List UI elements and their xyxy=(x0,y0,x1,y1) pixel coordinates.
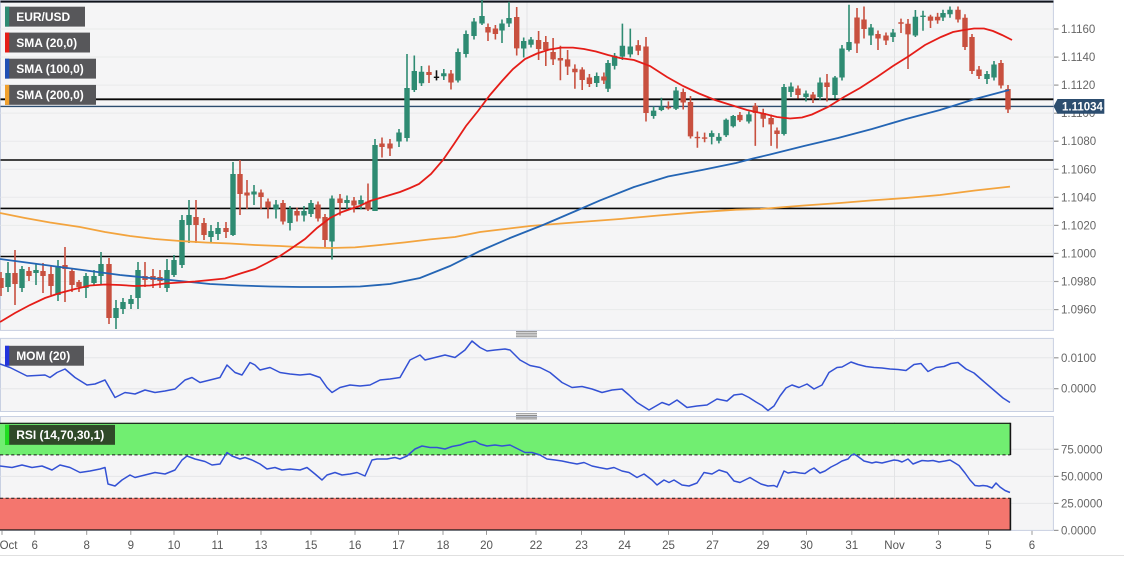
svg-text:1.1020: 1.1020 xyxy=(1061,220,1096,232)
svg-text:75.0000: 75.0000 xyxy=(1061,444,1103,456)
svg-text:6: 6 xyxy=(1029,540,1035,552)
svg-text:SMA (20,0): SMA (20,0) xyxy=(16,36,77,50)
svg-text:25: 25 xyxy=(662,540,675,552)
svg-text:3: 3 xyxy=(935,540,941,552)
svg-text:15: 15 xyxy=(305,540,318,552)
svg-text:30: 30 xyxy=(800,540,813,552)
svg-text:1.1000: 1.1000 xyxy=(1061,248,1096,260)
svg-text:SMA (100,0): SMA (100,0) xyxy=(16,62,84,76)
svg-text:1.1160: 1.1160 xyxy=(1061,24,1095,36)
svg-text:13: 13 xyxy=(255,540,268,552)
svg-text:RSI (14,70,30,1): RSI (14,70,30,1) xyxy=(16,428,104,442)
svg-text:1.11034: 1.11034 xyxy=(1062,102,1104,114)
svg-text:1.1140: 1.1140 xyxy=(1061,52,1095,64)
svg-text:Nov: Nov xyxy=(884,540,905,552)
svg-text:24: 24 xyxy=(618,540,631,552)
svg-text:1.0960: 1.0960 xyxy=(1061,305,1096,317)
svg-text:17: 17 xyxy=(392,540,405,552)
svg-text:31: 31 xyxy=(845,540,858,552)
svg-text:EUR/USD: EUR/USD xyxy=(16,10,70,24)
svg-text:9: 9 xyxy=(128,540,134,552)
svg-text:1.1120: 1.1120 xyxy=(1061,80,1095,92)
svg-text:1.1060: 1.1060 xyxy=(1061,164,1096,176)
svg-text:0.0000: 0.0000 xyxy=(1061,525,1096,537)
svg-text:1.1040: 1.1040 xyxy=(1061,192,1096,204)
svg-text:5: 5 xyxy=(985,540,991,552)
svg-text:SMA (200,0): SMA (200,0) xyxy=(16,88,84,102)
svg-text:22: 22 xyxy=(530,540,543,552)
svg-text:18: 18 xyxy=(437,540,450,552)
svg-text:11: 11 xyxy=(212,540,224,552)
svg-text:29: 29 xyxy=(757,540,770,552)
svg-text:23: 23 xyxy=(575,540,588,552)
svg-text:MOM (20): MOM (20) xyxy=(16,349,70,363)
svg-text:27: 27 xyxy=(706,540,719,552)
svg-text:6: 6 xyxy=(31,540,37,552)
svg-text:10: 10 xyxy=(168,540,181,552)
svg-text:0.0100: 0.0100 xyxy=(1061,353,1096,365)
svg-text:1.1080: 1.1080 xyxy=(1061,136,1096,148)
svg-text:1.0980: 1.0980 xyxy=(1061,277,1096,289)
svg-text:20: 20 xyxy=(480,540,493,552)
svg-text:0.0000: 0.0000 xyxy=(1061,384,1096,396)
svg-text:Oct: Oct xyxy=(0,540,18,552)
svg-text:16: 16 xyxy=(349,540,362,552)
svg-text:8: 8 xyxy=(83,540,89,552)
svg-text:50.0000: 50.0000 xyxy=(1061,471,1103,483)
svg-text:25.0000: 25.0000 xyxy=(1061,498,1103,510)
